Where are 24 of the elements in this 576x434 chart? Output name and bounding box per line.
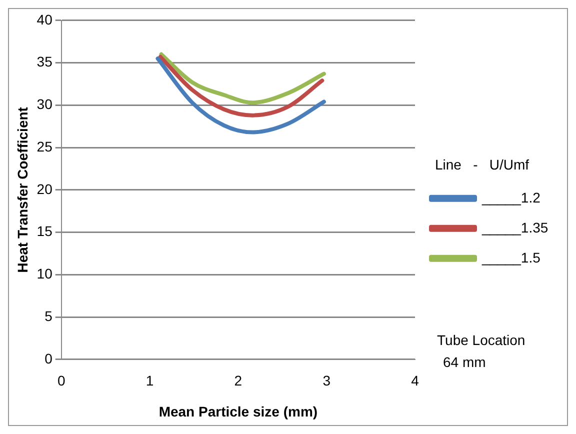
y-tick-label: 20 [36, 180, 53, 197]
legend-label: _____1.2 [481, 189, 541, 206]
text: Tube Location 64 mm [437, 332, 526, 370]
y-tick-label: 15 [36, 223, 53, 240]
x-tick-label: 1 [146, 372, 154, 389]
y-tick-label: 40 [36, 11, 53, 28]
legend-label: _____1.35 [481, 219, 548, 236]
x-tick-label: 3 [322, 372, 331, 389]
x-tick-label: 0 [57, 372, 66, 389]
x-tick-label: 4 [411, 372, 420, 389]
legend-label: _____1.5 [481, 249, 541, 266]
y-tick-label: 25 [36, 138, 53, 154]
y-tick-label: 35 [36, 54, 53, 70]
y-tick-label: 5 [44, 308, 53, 324]
y-axis-title: Heat Transfer Coefficient [14, 106, 30, 273]
x-axis-title: Mean Particle size (mm) [158, 403, 318, 420]
line-series [156, 56, 326, 134]
line-series [159, 52, 326, 105]
y-tick-label: 0 [44, 350, 53, 366]
y-tick-label: 30 [36, 96, 53, 112]
line-series [158, 54, 324, 118]
legend-title: Line - U/Umf [434, 156, 530, 172]
y-tick-label: 10 [36, 266, 53, 282]
x-tick-label: 2 [234, 372, 242, 389]
